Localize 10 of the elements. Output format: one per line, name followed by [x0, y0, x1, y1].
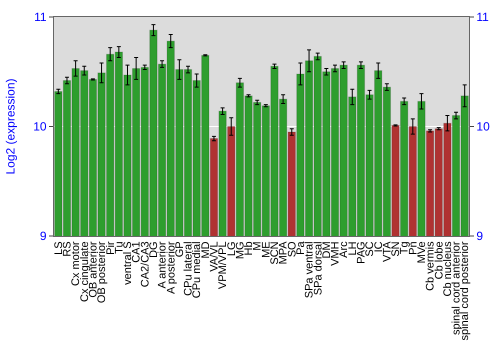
- y-tick-label: 9: [40, 229, 47, 244]
- x-tick-label: OB posterior: [96, 241, 108, 304]
- y2-tick-label: 9: [476, 229, 484, 244]
- y-tick-label: 10: [33, 120, 47, 134]
- y2-tick-label: 11: [476, 10, 490, 24]
- x-tick-label: A posterior: [165, 241, 178, 294]
- y-axis-title: Log2 (expression): [4, 78, 18, 175]
- y-tick-label: 11: [34, 10, 47, 24]
- x-tick-label: Tg: [398, 241, 411, 254]
- y2-tick-label: 10: [476, 120, 490, 134]
